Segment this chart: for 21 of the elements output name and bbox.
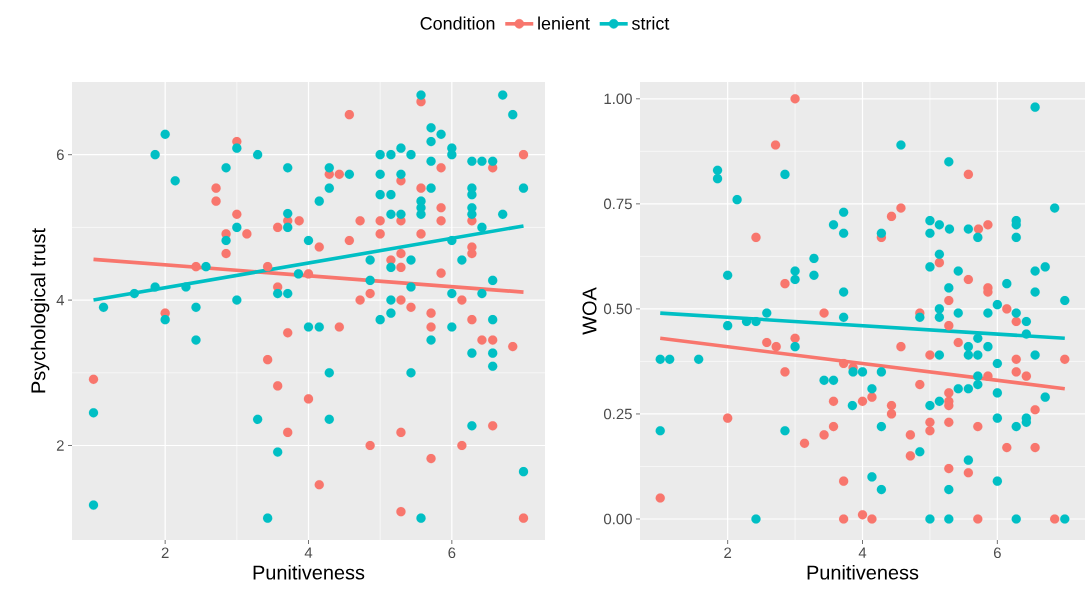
y-tick-label: 0.00: [603, 513, 632, 525]
x-axis-title: Punitiveness: [253, 564, 365, 580]
y-tick-label: 2: [56, 440, 64, 451]
y-tick-label: 1.00: [604, 93, 632, 105]
x-tick-label: 4: [858, 547, 867, 558]
y-tick-label: 4: [56, 294, 65, 306]
y-tick-label: 0.50: [603, 303, 632, 315]
x-tick-label: 6: [993, 547, 1001, 559]
y-axis-title: WOA: [582, 287, 597, 335]
y-tick-label: 0.75: [603, 198, 632, 210]
legend-label: lenient: [538, 16, 590, 30]
x-tick-label: 4: [304, 547, 313, 558]
legend-label: strict: [631, 16, 670, 30]
x-tick-label: 6: [448, 547, 456, 559]
y-tick-label: 6: [56, 149, 64, 160]
y-axis-title: Psychological trust: [30, 228, 50, 393]
x-tick-label: 2: [724, 547, 732, 558]
x-axis-title: Punitiveness: [807, 564, 919, 580]
legend-title: Condition: [420, 16, 495, 30]
x-tick-label: 2: [161, 547, 169, 558]
y-tick-label: 0.25: [603, 408, 632, 420]
